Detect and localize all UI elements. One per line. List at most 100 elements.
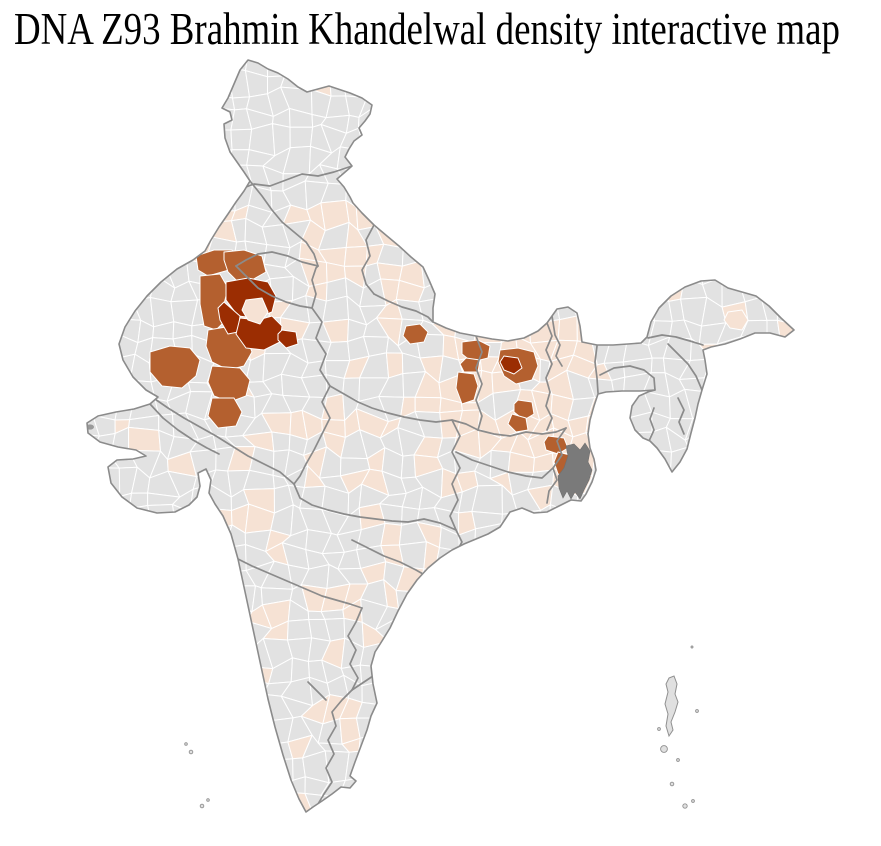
district-cell[interactable]: [414, 775, 441, 798]
district-cell[interactable]: [824, 408, 841, 437]
district-cell[interactable]: [611, 758, 626, 776]
district-cell[interactable]: [793, 698, 817, 722]
district-cell[interactable]: [614, 619, 624, 650]
district-cell[interactable]: [518, 720, 539, 734]
district-cell[interactable]: [666, 152, 692, 171]
district-cell[interactable]: [414, 396, 442, 414]
district-cell[interactable]: [413, 54, 447, 75]
district-cell[interactable]: [817, 714, 844, 737]
district-cell[interactable]: [72, 342, 103, 366]
district-cell[interactable]: [784, 181, 806, 213]
district-cell[interactable]: [436, 237, 460, 269]
district-cell[interactable]: [760, 278, 787, 298]
district-cell[interactable]: [92, 318, 123, 344]
district-cell[interactable]: [553, 599, 576, 628]
district-cell[interactable]: [821, 184, 835, 205]
district-cell[interactable]: [128, 426, 162, 452]
district-cell[interactable]: [738, 510, 768, 533]
district-cell[interactable]: [697, 131, 732, 156]
district-cell[interactable]: [378, 752, 407, 778]
district-cell[interactable]: [482, 773, 502, 801]
district-cell[interactable]: [454, 279, 479, 302]
district-cell[interactable]: [642, 560, 664, 587]
district-cell[interactable]: [495, 565, 513, 585]
district-cell[interactable]: [649, 831, 670, 846]
district-cell[interactable]: [556, 616, 577, 648]
district-cell[interactable]: [722, 466, 745, 489]
district-cell[interactable]: [777, 492, 804, 511]
district-cell[interactable]: [531, 165, 557, 191]
district-cell[interactable]: [170, 658, 195, 680]
district-cell[interactable]: [286, 618, 313, 641]
district-cell[interactable]: [431, 296, 459, 325]
district-cell[interactable]: [500, 142, 518, 174]
district-cell[interactable]: [567, 797, 592, 821]
district-cell[interactable]: [666, 811, 689, 836]
district-cell[interactable]: [704, 427, 731, 461]
district-cell[interactable]: [762, 832, 781, 846]
district-cell[interactable]: [93, 508, 118, 528]
district-cell[interactable]: [785, 146, 806, 176]
district-cell[interactable]: [642, 52, 670, 79]
district-cell[interactable]: [552, 132, 572, 148]
district-cell[interactable]: [572, 625, 588, 646]
district-cell[interactable]: [565, 731, 587, 756]
district-cell[interactable]: [755, 716, 783, 738]
district-cell[interactable]: [492, 750, 519, 783]
district-cell[interactable]: [198, 827, 215, 846]
district-cell[interactable]: [570, 282, 592, 307]
district-cell[interactable]: [451, 550, 476, 569]
district-cell[interactable]: [647, 777, 669, 793]
district-cell[interactable]: [478, 655, 491, 681]
district-cell[interactable]: [795, 299, 816, 325]
district-cell[interactable]: [89, 68, 124, 92]
district-cell[interactable]: [774, 237, 801, 269]
district-cell[interactable]: [514, 813, 534, 837]
district-cell[interactable]: [551, 664, 579, 683]
district-cell[interactable]: [719, 447, 741, 472]
district-cell[interactable]: [741, 88, 759, 115]
district-cell[interactable]: [396, 832, 425, 846]
district-cell[interactable]: [475, 279, 501, 307]
district-cell[interactable]: [170, 602, 198, 622]
district-cell[interactable]: [478, 721, 499, 737]
district-cell[interactable]: [605, 87, 636, 115]
district-cell[interactable]: [418, 71, 446, 95]
district-cell[interactable]: [508, 302, 540, 325]
district-cell[interactable]: [190, 751, 211, 780]
district-cell[interactable]: [338, 828, 365, 846]
district-cell[interactable]: [610, 586, 631, 612]
district-cell[interactable]: [528, 809, 558, 839]
district-cell[interactable]: [647, 185, 675, 202]
district-cell[interactable]: [532, 279, 558, 304]
district-cell[interactable]: [761, 472, 783, 496]
district-cell[interactable]: [155, 788, 176, 815]
district-cell[interactable]: [683, 678, 712, 700]
district-cell[interactable]: [647, 522, 665, 552]
district-cell[interactable]: [402, 125, 425, 152]
delta-region[interactable]: [557, 442, 593, 500]
district-cell[interactable]: [682, 89, 703, 112]
district-cell[interactable]: [398, 794, 424, 818]
district-cell[interactable]: [114, 90, 141, 115]
district-cell[interactable]: [472, 551, 497, 567]
district-cell[interactable]: [80, 732, 101, 761]
district-cell[interactable]: [785, 544, 797, 569]
district-cell[interactable]: [230, 128, 253, 151]
district-cell[interactable]: [73, 543, 101, 572]
district-cell[interactable]: [641, 657, 671, 688]
district-cell[interactable]: [576, 750, 590, 782]
district-cell[interactable]: [453, 106, 483, 132]
district-cell[interactable]: [798, 794, 825, 819]
district-cell[interactable]: [454, 713, 483, 745]
district-cell[interactable]: [435, 281, 464, 300]
district-cell[interactable]: [552, 754, 578, 783]
district-cell[interactable]: [740, 655, 762, 681]
district-cell[interactable]: [110, 226, 131, 248]
district-cell[interactable]: [589, 678, 611, 705]
district-cell[interactable]: [786, 523, 801, 552]
district-cell[interactable]: [242, 760, 264, 783]
district-cell[interactable]: [151, 187, 178, 202]
district-cell[interactable]: [73, 86, 100, 117]
district-cell[interactable]: [797, 656, 824, 687]
